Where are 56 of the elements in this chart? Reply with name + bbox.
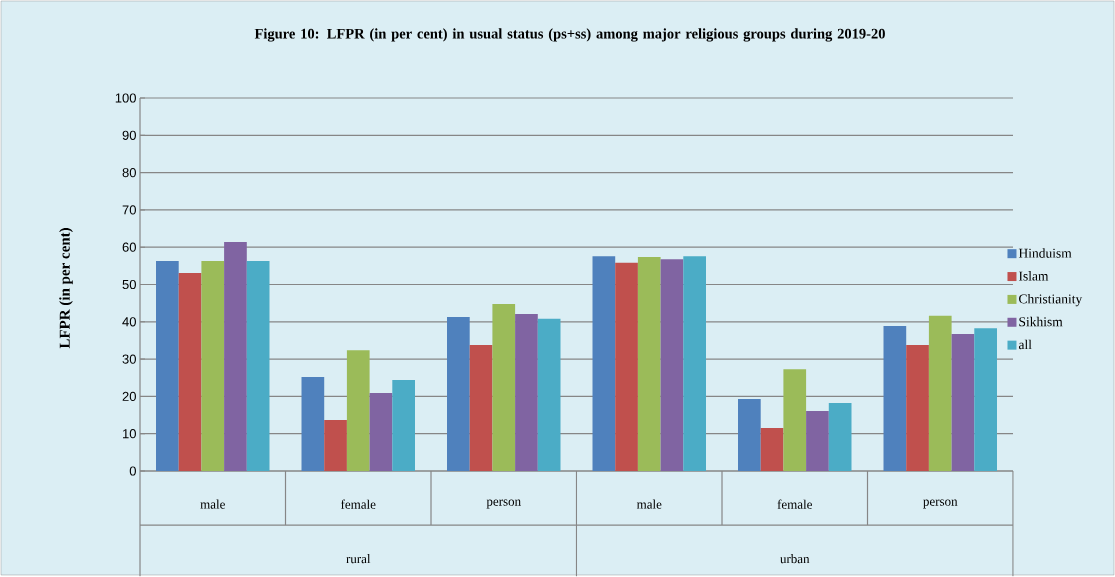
y-tick-label: 90	[122, 130, 136, 140]
bar	[683, 256, 706, 472]
y-axis-title: LFPR (in per cent)	[59, 228, 73, 349]
bar	[928, 315, 952, 472]
bar	[592, 256, 616, 472]
x-tick-label: male	[200, 499, 225, 509]
bar	[783, 369, 807, 472]
y-tick-label: 30	[122, 354, 136, 364]
y-tick-label: 60	[122, 242, 136, 252]
bar	[156, 261, 179, 472]
bar	[615, 262, 638, 472]
x-tick-label: person	[923, 499, 958, 509]
x-tick-label: male	[636, 499, 662, 509]
bar	[392, 380, 415, 472]
bar	[537, 318, 561, 472]
bar	[806, 411, 829, 472]
y-tick-label: 20	[122, 391, 136, 402]
y-tick-label: 40	[122, 317, 136, 327]
legend-label: all	[1018, 339, 1032, 350]
bar	[369, 393, 393, 472]
bar	[637, 257, 661, 472]
text: rural	[346, 554, 371, 564]
x-tick-label: person	[486, 499, 521, 509]
legend-label: Islam	[1018, 271, 1049, 281]
legend-label: Sikhism	[1019, 316, 1063, 327]
y-tick-label: 70	[122, 205, 136, 215]
bar	[660, 259, 684, 472]
bar	[447, 317, 470, 472]
bar	[301, 377, 325, 472]
bar	[951, 334, 975, 472]
bar	[469, 345, 493, 472]
bar	[246, 261, 270, 472]
bar	[201, 261, 225, 472]
bar	[492, 304, 516, 472]
bar	[346, 350, 370, 472]
bar	[883, 326, 907, 472]
y-tick-label: 50	[122, 280, 136, 290]
bar	[738, 399, 761, 472]
bar	[224, 242, 247, 472]
bar	[178, 273, 202, 472]
x-tick-label: female	[777, 499, 812, 509]
text: urban	[780, 554, 810, 564]
bar	[974, 328, 997, 472]
x-tick-label: female	[340, 499, 376, 509]
bar	[515, 314, 538, 472]
bar	[906, 345, 929, 472]
bar	[760, 428, 784, 472]
y-tick-label: 100	[115, 93, 136, 103]
legend-label: Hinduism	[1018, 248, 1072, 258]
legend-label: Christianity	[1019, 294, 1083, 307]
y-tick-label: 80	[122, 168, 136, 178]
bar	[324, 420, 347, 472]
chart-title: Figure 10: LFPR (in per cent) in usual status (ps+ss) among major religious groups during 2019-20	[254, 28, 885, 42]
y-tick-label: 0	[129, 466, 136, 476]
bar	[828, 403, 852, 472]
y-tick-label: 10	[123, 429, 136, 439]
